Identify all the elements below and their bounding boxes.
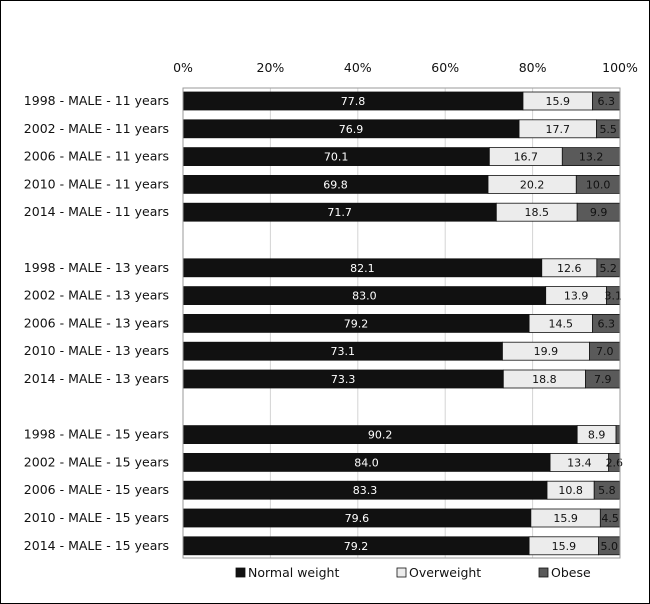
category-label: 2002 - MALE - 15 years [24,454,169,469]
data-label: 84.0 [354,456,379,469]
plot-area-border [182,87,621,559]
data-label: 69.8 [323,178,348,191]
data-label: 6.3 [597,317,615,330]
category-label: 2006 - MALE - 15 years [24,482,169,497]
data-label: 5.8 [598,484,616,497]
legend-swatch [538,567,549,578]
category-label: 2006 - MALE - 11 years [24,149,169,164]
legend: Normal weight Overweight Obese [235,565,591,580]
data-label: 8.9 [588,429,606,442]
data-label: 18.5 [525,206,550,219]
plot-border [182,87,621,559]
x-tick-label: 80% [519,60,547,75]
data-label: 3.1 [604,290,622,303]
data-label: 9.9 [590,206,608,219]
data-label: 6.3 [597,95,615,108]
x-tick-label: 20% [257,60,285,75]
category-label: 2002 - MALE - 11 years [24,121,169,136]
data-label: 77.8 [341,95,366,108]
x-tick-label: 0% [173,60,193,75]
legend-swatch [396,567,407,578]
x-axis-ticks: 0% 20% 40% 60% 80% 100% [173,60,638,75]
data-label: 90.2 [368,429,393,442]
category-label: 2006 - MALE - 13 years [24,315,169,330]
category-label: 1998 - MALE - 11 years [24,93,169,108]
data-label: 2.6 [606,456,624,469]
data-label: 13.9 [564,290,589,303]
x-tick-label: 60% [431,60,459,75]
data-label: 5.2 [599,262,617,275]
data-label: 13.2 [579,151,604,164]
data-label: 14.5 [549,317,574,330]
data-label: 71.7 [327,206,352,219]
data-label: 13.4 [567,456,592,469]
data-label: 10.0 [586,178,611,191]
data-label: 15.9 [553,512,578,525]
data-label: 83.0 [352,290,377,303]
data-label: 79.2 [344,540,369,553]
data-label: 5.0 [601,540,619,553]
data-label: 73.1 [330,345,355,358]
data-label: 4.5 [601,512,619,525]
data-label: 20.2 [520,178,545,191]
data-label: 16.7 [514,151,539,164]
x-tick-label: 40% [344,60,372,75]
data-label: 5.5 [599,123,617,136]
legend-label: Overweight [409,565,481,580]
category-label: 2014 - MALE - 15 years [24,538,169,553]
category-label: 1998 - MALE - 13 years [24,260,169,275]
data-label: 15.9 [552,540,577,553]
legend-label: Normal weight [248,565,339,580]
data-label: 7.9 [594,373,612,386]
data-label: 79.2 [344,317,369,330]
bars: 77.8 15.9 6.3 76.9 17.7 5.5 70.1 16.7 13.2 69.8 20… [182,91,624,556]
data-label: 73.3 [331,373,356,386]
data-label: 82.1 [350,262,375,275]
legend-label: Obese [551,565,591,580]
category-label: 2014 - MALE - 13 years [24,371,169,386]
data-label: 10.8 [558,484,583,497]
data-label: 17.7 [545,123,570,136]
category-label: 2010 - MALE - 13 years [24,343,169,358]
bar-segment [615,425,621,445]
category-label: 1998 - MALE - 15 years [24,427,169,442]
data-label: 70.1 [324,151,349,164]
data-label: 76.9 [339,123,364,136]
data-label: 15.9 [545,95,570,108]
data-label: 18.8 [532,373,557,386]
data-label: 12.6 [557,262,582,275]
category-label: 2014 - MALE - 11 years [24,204,169,219]
x-tick-label: 100% [602,60,638,75]
category-label: 2010 - MALE - 15 years [24,510,169,525]
data-label: 7.0 [596,345,614,358]
category-label: 2002 - MALE - 13 years [24,288,169,303]
category-label: 2010 - MALE - 11 years [24,176,169,191]
category-labels: 1998 - MALE - 11 years 2002 - MALE - 11 y… [24,93,169,553]
data-label: 79.6 [345,512,370,525]
legend-swatch [235,567,246,578]
data-label: 83.3 [353,484,378,497]
data-label: 19.9 [534,345,559,358]
